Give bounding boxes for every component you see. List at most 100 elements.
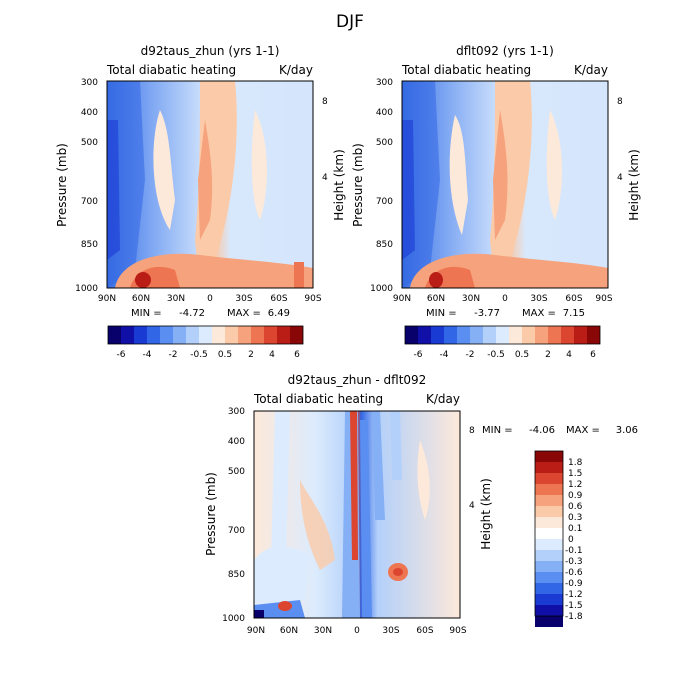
- panel-2-plot-area: [401, 80, 609, 289]
- panel-1-max-label: MAX =: [227, 308, 261, 319]
- panel-2-colorbar-swatch: [496, 326, 509, 344]
- panel-2-ytick: 500: [376, 138, 393, 148]
- panel-2-colorbar-swatch: [457, 326, 470, 344]
- panel-3-colorbar-swatch: [535, 572, 563, 583]
- panel-1-colorbar-tick: -0.5: [190, 350, 208, 360]
- panel-1-colorbar-swatch: [212, 326, 225, 344]
- panel-2-max-label: MAX =: [522, 308, 556, 319]
- panel-3-colorbar-tick: 1.8: [568, 458, 583, 468]
- panel-3-colorbar-swatch: [535, 473, 563, 484]
- panel-2-y2tick: 8: [617, 97, 623, 107]
- panel-3-ytick: 500: [228, 467, 245, 477]
- panel-3-colorbar-tick: -0.9: [565, 579, 583, 589]
- panel-1-y2-axis: 8 4: [322, 97, 328, 183]
- panel-1-subtitle-right: K/day: [279, 63, 313, 77]
- panel-3-colorbar-swatch: [535, 616, 563, 627]
- panel-1-colorbar-swatch: [134, 326, 147, 344]
- panel-1-min-label: MIN =: [131, 308, 162, 319]
- panel-2-y2tick: 4: [617, 173, 623, 183]
- panel-2-xtick: 0: [502, 294, 508, 304]
- panel-2-colorbar-tick: -4: [440, 350, 449, 360]
- panel-1-colorbar-swatch: [160, 326, 173, 344]
- panel-3-y2tick: 8: [469, 426, 475, 436]
- panel-2-ytick: 300: [376, 78, 393, 88]
- panel-1-colorbar-swatch: [277, 326, 290, 344]
- panel-2-xtick: 30N: [462, 294, 480, 304]
- panel-2-colorbar: -6 -4 -2 -0.5 0.5 2 4 6: [404, 325, 601, 360]
- panel-2-subtitle-left: Total diabatic heating: [401, 63, 531, 77]
- panel-3-min-value: -4.06: [529, 425, 555, 436]
- panel-3-ytick: 700: [228, 526, 245, 536]
- panel-1-colorbar-swatch: [121, 326, 134, 344]
- panel-3-y2tick: 4: [469, 501, 475, 511]
- panel-3-ylabel-right: Height (km): [479, 478, 493, 549]
- panel-2-colorbar-swatch: [431, 326, 444, 344]
- panel-1-ylabel-right: Height (km): [332, 149, 346, 220]
- panel-1-colorbar-tick: -2: [169, 350, 178, 360]
- panel-2-colorbar-tick: -6: [414, 350, 423, 360]
- panel-3-colorbar-tick: -0.3: [565, 557, 583, 567]
- panel-3-ylabel: Pressure (mb): [204, 472, 218, 556]
- panel-3-ytick: 400: [228, 437, 245, 447]
- panel-3-colorbar-swatch: [535, 550, 563, 561]
- panel-2-max-value: 7.15: [563, 308, 585, 319]
- panel-1-colorbar-tick: -4: [143, 350, 152, 360]
- panel-1-colorbar-tick: 4: [269, 350, 275, 360]
- panel-3-plot-area: [253, 410, 461, 619]
- panel-3-colorbar-tick: -1.5: [565, 601, 583, 611]
- panel-1-xtick: 60N: [132, 294, 150, 304]
- panel-3-ytick: 1000: [222, 614, 245, 624]
- panel-1-colorbar-swatch: [290, 326, 303, 344]
- panel-3-colorbar-tick: 0.6: [568, 502, 583, 512]
- panel-3-colorbar-tick: -0.6: [565, 568, 583, 578]
- panel-2-colorbar-tick: -2: [466, 350, 475, 360]
- panel-2-ylabel-right: Height (km): [627, 149, 641, 220]
- panel-3-max-value: 3.06: [616, 425, 638, 436]
- panel-2-xtick: 30S: [530, 294, 547, 304]
- panel-3-colorbar-tick: -1.2: [565, 590, 583, 600]
- panel-1-colorbar-swatch: [108, 326, 121, 344]
- panel-3-ytick: 300: [228, 407, 245, 417]
- panel-2-colorbar-swatch: [522, 326, 535, 344]
- panel-3-colorbar-tick: -1.8: [565, 612, 583, 622]
- panel-1-xtick: 0: [207, 294, 213, 304]
- panel-3-colorbar-swatch: [535, 517, 563, 528]
- figure-title: DJF: [336, 12, 364, 32]
- panel-2-ytick: 1000: [370, 284, 393, 294]
- panel-3-colorbar-tick: 1.2: [568, 480, 582, 490]
- panel-2-colorbar-tick: 6: [590, 350, 596, 360]
- panel-3-y2-axis: 8 4: [469, 426, 475, 511]
- panel-3-colorbar-tick: 0: [568, 535, 574, 545]
- panel-2-y2-axis: 8 4: [617, 97, 623, 183]
- panel-1-ytick: 850: [81, 240, 98, 250]
- panel-2-xtick: 60N: [427, 294, 445, 304]
- panel-3-colorbar-swatch: [535, 451, 563, 462]
- panel-1-plot-area: [106, 80, 314, 289]
- panel-2-colorbar-tick: -0.5: [487, 350, 505, 360]
- panel-1-ytick: 300: [81, 78, 98, 88]
- panel-1-ytick: 500: [81, 138, 98, 148]
- panel-2-ylabel: Pressure (mb): [351, 143, 365, 227]
- panel-2-colorbar-tick: 0.5: [515, 350, 529, 360]
- panel-3-colorbar-swatch: [535, 583, 563, 594]
- panel-1-xtick: 30N: [167, 294, 185, 304]
- panel-3-colorbar-tick: -0.1: [565, 546, 583, 556]
- panel-1-colorbar-swatch: [173, 326, 186, 344]
- panel-1-colorbar: -6 -4 -2 -0.5 0.5 2 4 6: [107, 325, 304, 360]
- panel-3-colorbar-tick: 1.5: [568, 469, 582, 479]
- panel-2-xtick: 90N: [393, 294, 411, 304]
- panel-1-colorbar-swatch: [186, 326, 199, 344]
- panel-2-subtitle-right: K/day: [574, 63, 608, 77]
- panel-2-colorbar-swatch: [587, 326, 600, 344]
- panel-1-max-value: 6.49: [268, 308, 290, 319]
- panel-3-colorbar-swatch: [535, 605, 563, 616]
- panel-3-title: d92taus_zhun - dflt092: [288, 373, 427, 387]
- panel-2-colorbar-swatch: [509, 326, 522, 344]
- panel-1-colorbar-tick: 2: [248, 350, 254, 360]
- panel-3-colorbar-swatch: [535, 594, 563, 605]
- panel-3-colorbar-tick: 0.9: [568, 491, 583, 501]
- panel-2-colorbar-swatch: [483, 326, 496, 344]
- panel-1-colorbar-swatch: [238, 326, 251, 344]
- panel-1-ytick: 400: [81, 108, 98, 118]
